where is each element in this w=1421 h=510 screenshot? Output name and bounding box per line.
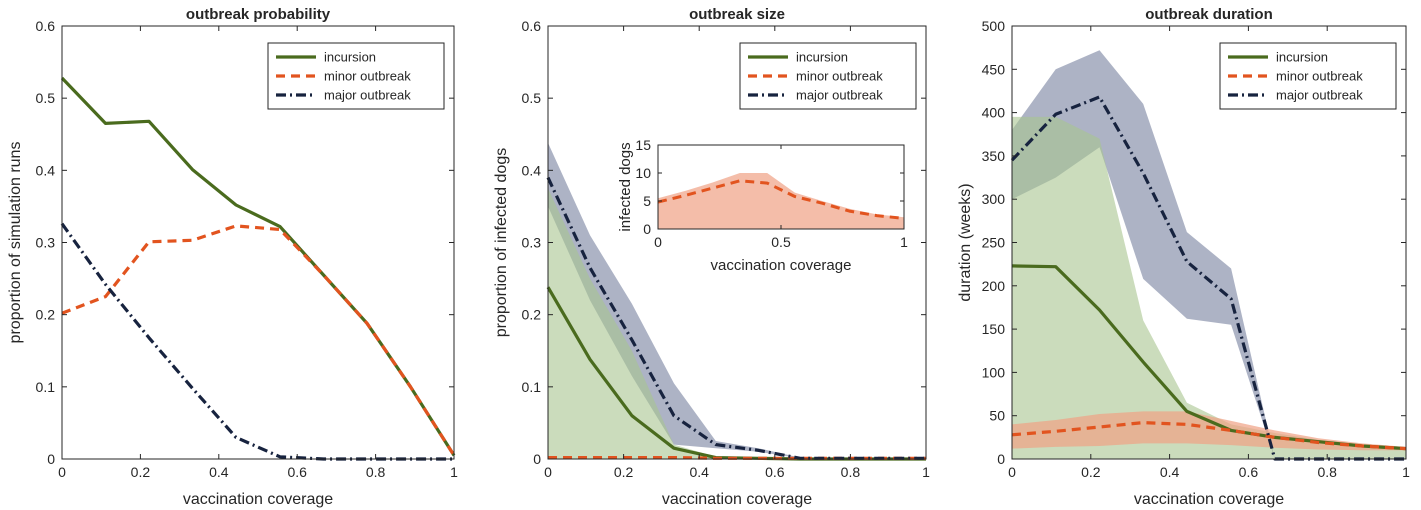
panel2-xtick-label: 0.2 [614, 464, 634, 480]
panel1-ytick-label: 0.4 [36, 162, 56, 178]
panel2-ytick-label: 0.2 [522, 307, 542, 323]
panel2-ytick-label: 0.3 [522, 235, 542, 251]
panel3-ytick-label: 500 [982, 18, 1006, 34]
panel1-ytick-label: 0.3 [36, 235, 56, 251]
panel1-series-incursion-line [60, 76, 456, 457]
panel2-ytick-label: 0 [533, 451, 541, 467]
panel2-xtick-label: 1 [922, 464, 930, 480]
panel1-ytick-label: 0.2 [36, 307, 56, 323]
panel2-group: 0 0.2 0.4 0.6 0.8 100.10.20.30.40.50.6vaccina… [493, 6, 930, 508]
panel2-legend: incursion minor outbreak major outbreak [739, 42, 917, 110]
panel1-xtick-label: 0.8 [366, 464, 386, 480]
panel1-xtick-label: 0.2 [131, 464, 151, 480]
panel1-xtick-label: 0 [58, 464, 66, 480]
panel3-ytick-label: 350 [982, 148, 1006, 164]
panel1-title: outbreak probability [186, 6, 331, 23]
panel2-inset-ytick-label: 15 [635, 137, 651, 153]
panel2-series-major-line [546, 176, 926, 460]
panel3-xtick-label: 0.6 [1239, 464, 1259, 480]
panel3-ytick-label: 100 [982, 364, 1006, 380]
panel3-ytick-label: 200 [982, 278, 1006, 294]
panel1-series-minor-line [61, 224, 456, 457]
panel1-xtick-label: 0.4 [209, 464, 229, 480]
panel2-inset-ytick-label: 10 [635, 165, 651, 181]
panel2-inset-ytick-label: 5 [643, 193, 651, 209]
panel2-ytick-label: 0.6 [522, 18, 542, 34]
panel2-legend-label-minor: minor outbreak [796, 69, 883, 84]
panel2-inset-ytick-label: 0 [643, 221, 651, 237]
panel2-xtick-label: 0.4 [689, 464, 709, 480]
panel2-xlabel: vaccination coverage [662, 491, 812, 508]
panel2-ylabel: proportion of infected dogs [493, 148, 510, 337]
panel1-legend: incursion minor outbreak major outbreak [267, 42, 445, 110]
panel3-band-major_band [1012, 50, 1406, 459]
panel1-ytick-label: 0.5 [36, 90, 56, 106]
panel2-xtick-label: 0 [544, 464, 552, 480]
panel3-ytick-label: 0 [997, 451, 1005, 467]
panel1-ytick-label: 0.1 [36, 379, 56, 395]
panel1-legend-label-minor: minor outbreak [324, 69, 411, 84]
panel3-ytick-label: 400 [982, 105, 1006, 121]
panel2-inset-series-minor-line [657, 179, 905, 220]
panel2-title: outbreak size [689, 6, 785, 23]
panel2-legend-label-incursion: incursion [796, 50, 848, 65]
panel3-ytick-label: 250 [982, 235, 1006, 251]
panel3-xtick-label: 0.2 [1081, 464, 1101, 480]
panel3-legend-label-incursion: incursion [1276, 50, 1328, 65]
panel2-band-incursion_band [548, 188, 926, 459]
panel2-inset-xtick-label: 0 [654, 234, 662, 250]
panel2-inset-xtick-label: 1 [900, 234, 908, 250]
panel2-xtick-label: 0.6 [765, 464, 785, 480]
panel3-group: 0 0.2 0.4 0.6 0.8 1 0 50 100 150 200 250 300 350 400 45… [957, 6, 1410, 508]
panel1-ylabel: proportion of simulation runs [7, 142, 24, 344]
panel2-inset-xtick-label: 0.5 [771, 234, 791, 250]
panel2-ytick-label: 0.5 [522, 90, 542, 106]
panel1-ytick-label: 0 [47, 451, 55, 467]
panel3-title: outbreak duration [1145, 6, 1273, 23]
panel3-xtick-label: 1 [1402, 464, 1410, 480]
panel1-xlabel: vaccination coverage [183, 491, 333, 508]
panel3-legend: incursion minor outbreak major outbreak [1219, 42, 1397, 110]
panel3-ytick-label: 150 [982, 321, 1006, 337]
panel2-ytick-label: 0.4 [522, 162, 542, 178]
panel2-inset-xlabel: vaccination coverage [711, 257, 852, 274]
panel1-legend-label-major: major outbreak [324, 88, 411, 103]
panel3-legend-label-minor: minor outbreak [1276, 69, 1363, 84]
panel2-ytick-label: 0.1 [522, 379, 542, 395]
panel3-xtick-label: 0 [1008, 464, 1016, 480]
panel1-ytick-label: 0.6 [36, 18, 56, 34]
panel3-ytick-label: 50 [989, 408, 1005, 424]
panel3-ytick-label: 450 [982, 61, 1006, 77]
panel2-legend-label-major: major outbreak [796, 88, 883, 103]
panel3-ytick-label: 300 [982, 191, 1006, 207]
panel1-group: 0 0.2 0.4 0.6 0.8 1 0 0.1 0.2 0.3 0.4 0.5 0.6 vaccina… [7, 6, 458, 508]
panel3-xtick-label: 0.4 [1160, 464, 1180, 480]
panel1-xtick-label: 0.6 [287, 464, 307, 480]
panel2-xtick-label: 0.8 [841, 464, 861, 480]
panel3-series-minor-line [1011, 421, 1407, 451]
panel3-xtick-label: 0.8 [1317, 464, 1337, 480]
panel1-series-major-line [60, 222, 454, 461]
panel3-ylabel: duration (weeks) [957, 183, 974, 301]
panel3-xlabel: vaccination coverage [1134, 491, 1284, 508]
panel1-xtick-label: 1 [450, 464, 458, 480]
panel2-inset-ylabel: infected dogs [617, 142, 634, 231]
panel3-legend-label-major: major outbreak [1276, 88, 1363, 103]
panel1-legend-label-incursion: incursion [324, 50, 376, 65]
panel3-band-incursion_band [1012, 116, 1406, 460]
